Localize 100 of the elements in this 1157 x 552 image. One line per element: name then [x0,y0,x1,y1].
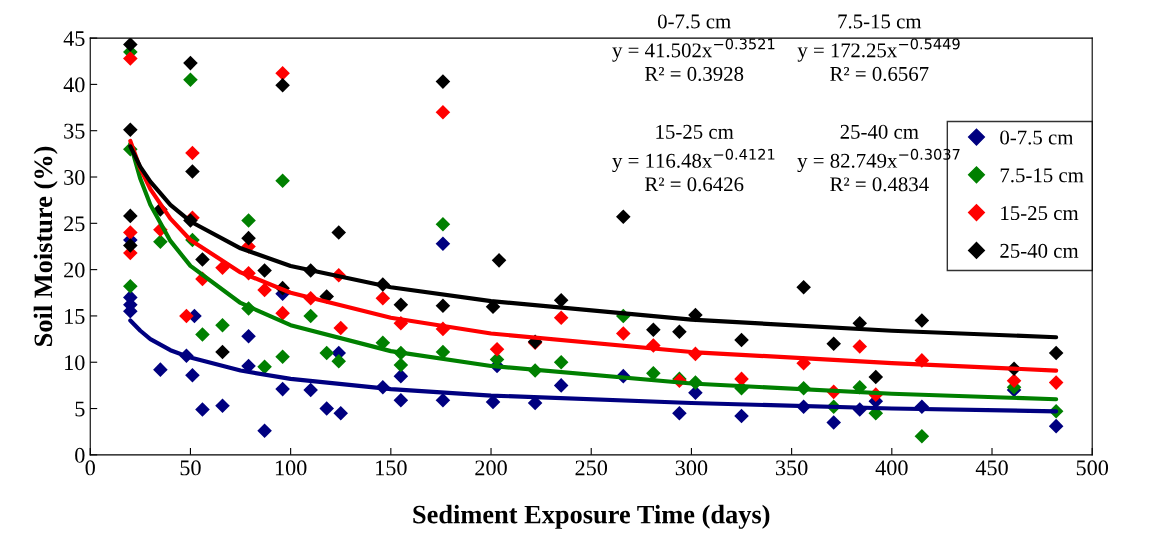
y-tick-label: 20 [64,262,85,278]
point [435,298,451,314]
point [195,252,210,267]
point [183,55,198,71]
point [435,74,451,89]
legend-label: 7.5-15 cm [1000,168,1084,183]
point [275,349,290,364]
x-tick-label: 250 [575,460,608,476]
y-tick-label: 40 [63,77,85,93]
y-tick-label: 10 [65,355,85,371]
point [275,66,290,81]
annotation: 0-7.5 cm y = 41.502x$^{−0.3521}$ R² = 0.3928 [612,14,775,82]
point [153,362,168,377]
point [435,392,451,408]
y-tick-label: 30 [64,169,85,185]
point [257,263,272,278]
point [672,405,687,421]
point [331,354,347,369]
y-tick-label: 5 [75,401,85,417]
point [796,279,811,295]
x-tick-label: 500 [1076,460,1109,476]
legend-label: 0-7.5 cm [1000,130,1074,145]
point [123,208,138,224]
point [123,279,138,294]
legend-label: 25-40 cm [1000,243,1079,258]
point [303,382,318,398]
point [734,408,749,424]
point [1048,418,1064,434]
x-axis-title: Sediment Exposure Time (days) [413,504,770,529]
point [195,402,210,417]
point [826,336,841,351]
point [275,78,290,93]
x-tick-label: 50 [180,460,201,476]
point [183,72,198,88]
point [435,104,451,120]
y-tick-label: 45 [63,31,85,47]
point [257,359,272,375]
point [491,253,507,268]
point [185,164,200,179]
point [319,345,334,361]
point [914,429,930,444]
y-tick-label: 25 [64,216,85,232]
point [123,122,138,138]
point [123,38,138,52]
point [275,305,290,321]
point [914,313,930,328]
point [393,392,409,408]
point [257,282,272,298]
point [153,234,168,250]
point [241,230,256,246]
point [1048,345,1064,361]
point [489,341,505,357]
point [275,381,290,397]
point [646,366,661,381]
annotation: 15-25 cm y = 116.48x$^{−0.4121}$ R² = 0.6426 [612,124,775,192]
point [215,398,230,414]
point [553,354,569,370]
point [435,216,451,232]
point [215,260,230,276]
point [852,339,868,354]
point [215,317,230,333]
point [375,291,391,306]
x-tick-label: 400 [875,460,908,476]
point [616,209,631,225]
point [333,405,349,421]
point [616,326,631,341]
x-tick-label: 350 [776,460,808,476]
point [393,357,409,373]
point [185,367,200,383]
point [123,51,138,66]
point [275,173,290,188]
annotation: 7.5-15 cm y = 172.25x$^{−0.5449}$ R² = 0.6567 [797,14,960,82]
x-tick-label: 0 [85,460,95,476]
point [672,324,687,339]
point [241,329,256,344]
point [393,368,409,384]
point [331,225,347,240]
point [826,415,841,430]
x-tick-label: 200 [475,460,507,476]
point [319,401,334,416]
point [553,378,569,393]
point [185,145,200,161]
point [868,369,884,385]
point [123,238,138,253]
point [241,213,256,228]
point [435,236,451,251]
point [553,310,569,326]
x-tick-label: 150 [376,460,407,476]
point [333,320,349,336]
x-tick-label: 100 [275,460,307,476]
point [1048,375,1064,390]
point [734,332,749,348]
point [646,322,661,338]
point [123,225,138,240]
point [179,308,194,324]
point [393,297,409,313]
x-tick-label: 300 [675,460,708,476]
point [257,423,272,439]
legend-label: 15-25 cm [1001,206,1079,221]
y-tick-label: 15 [65,308,85,324]
